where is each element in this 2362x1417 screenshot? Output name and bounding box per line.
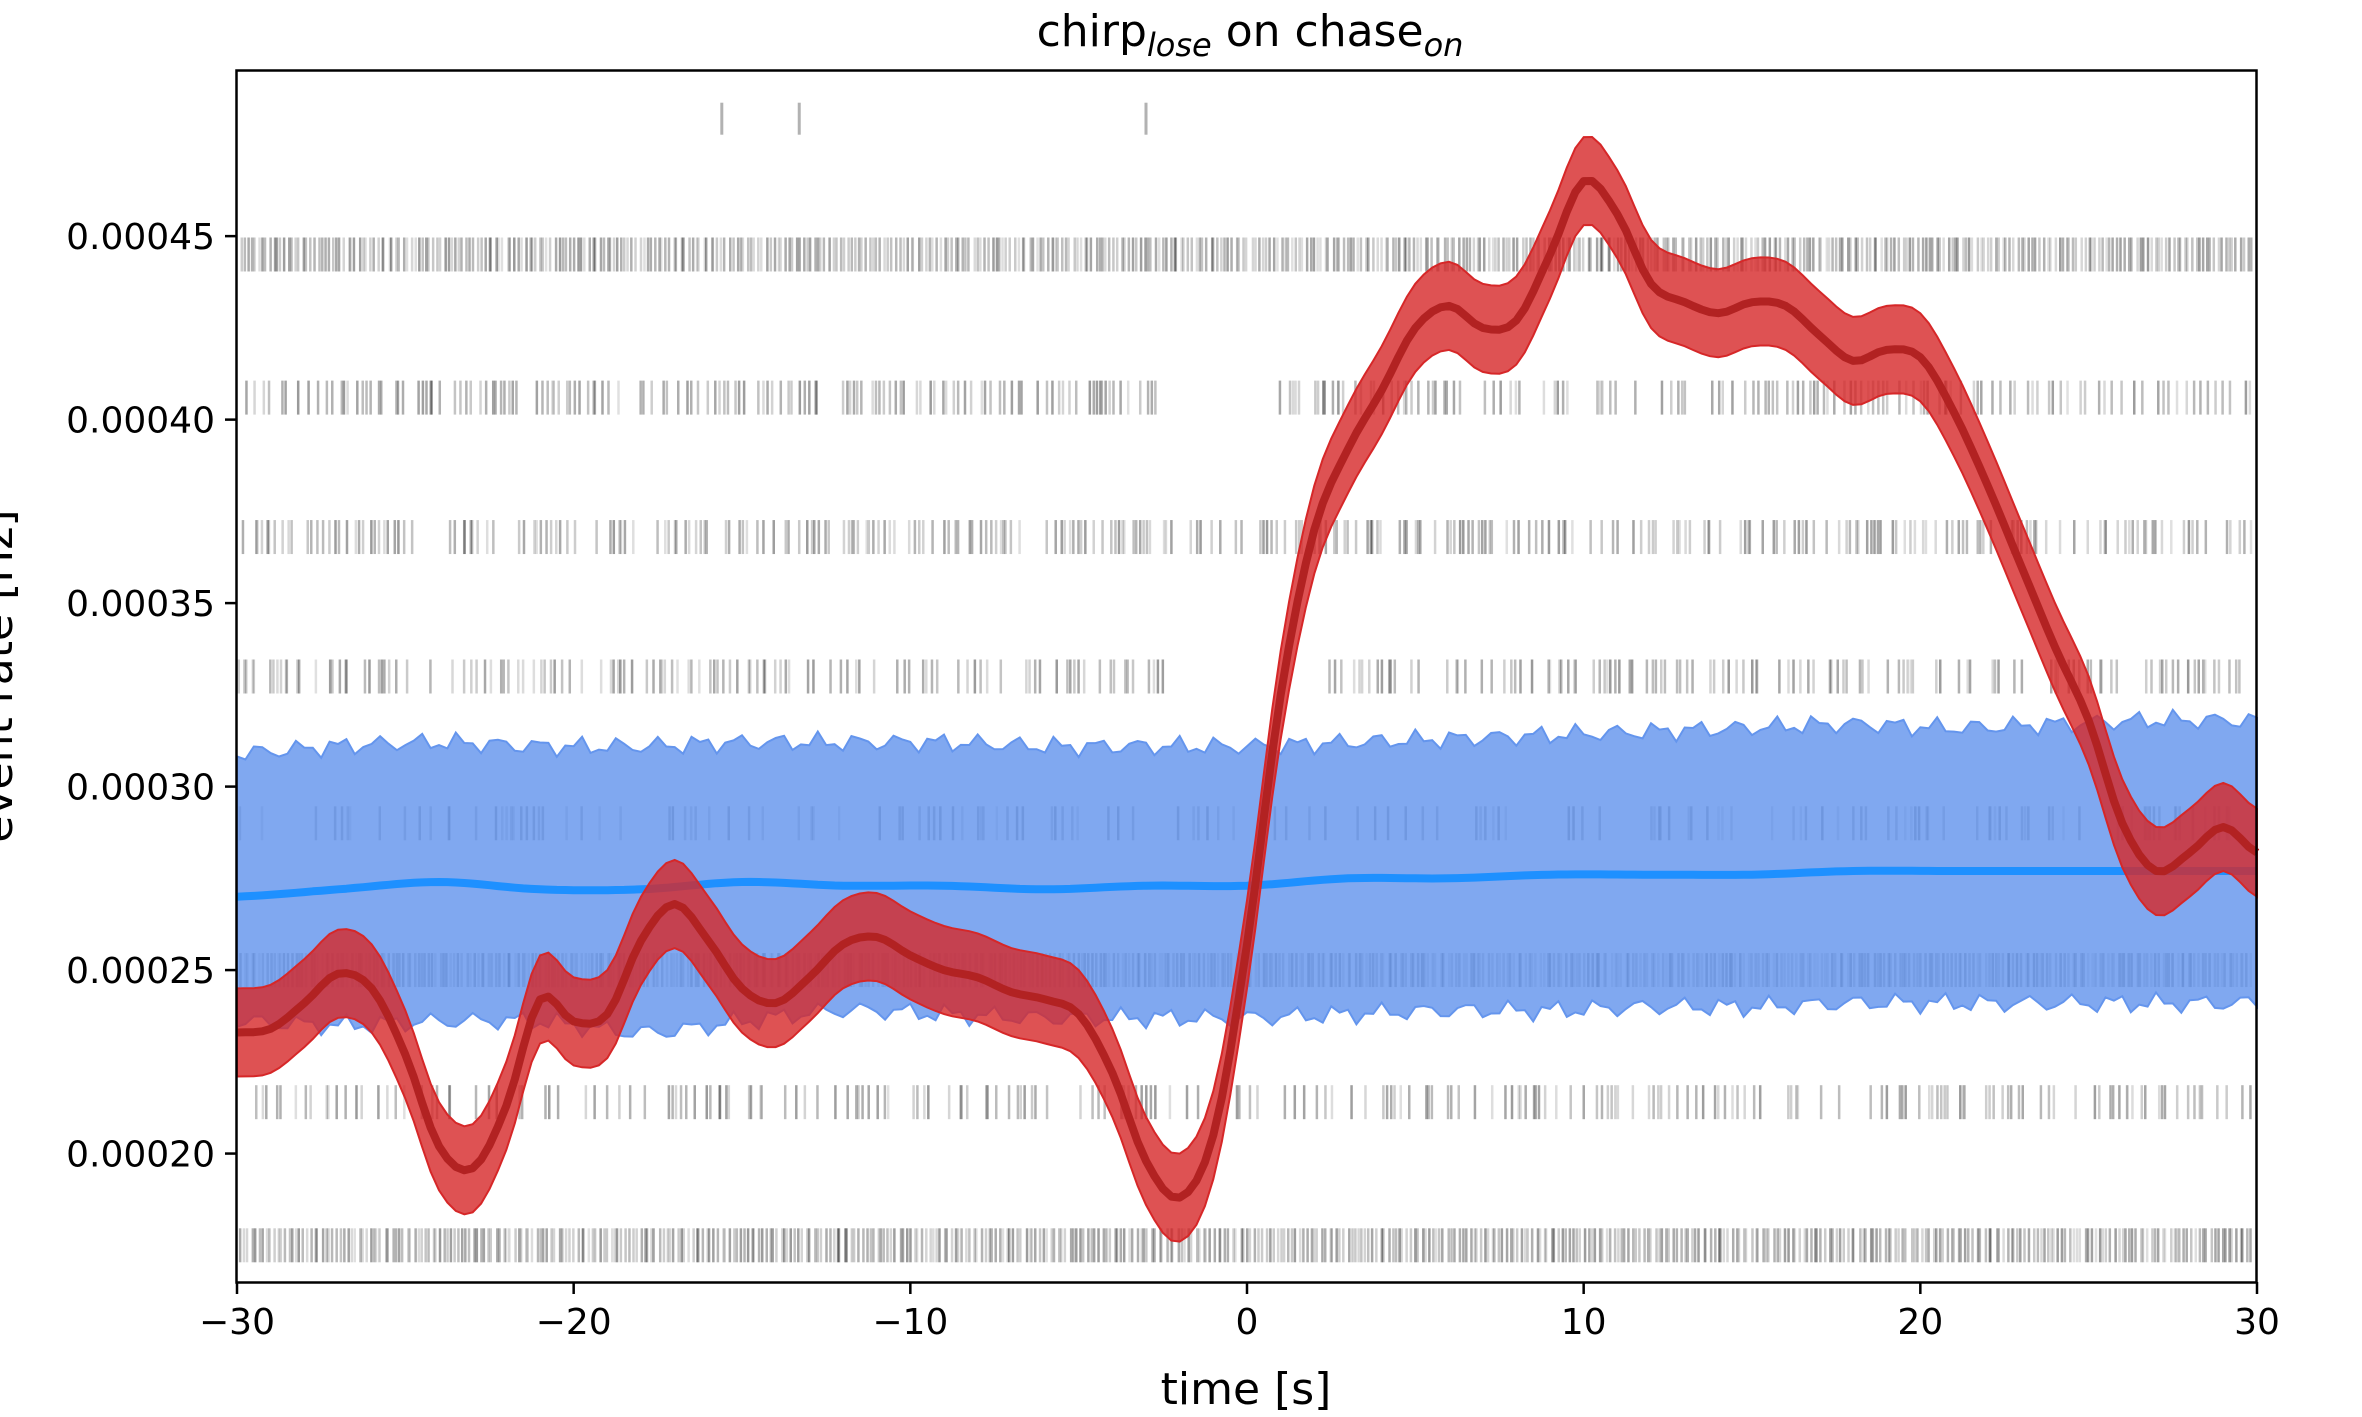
x-tick-label: −10 [872,1302,948,1343]
y-tick-label: 0.00030 [66,768,215,809]
x-tick-label: −30 [199,1302,275,1343]
x-tick-label: 20 [1897,1302,1943,1343]
x-tick-label: −20 [536,1302,612,1343]
y-axis: 0.00020 0.00025 0.00030 0.00035 0.00040 0.000… [66,217,237,1176]
y-axis-label: event rate [Hz] [0,509,23,842]
chart-title: chirplose on chaseon [1037,6,1464,64]
y-tick-label: 0.00040 [66,401,215,442]
y-tick-label: 0.00025 [66,951,215,992]
x-axis: −30 −20 −10 0 10 20 30 [199,1282,2280,1343]
observed-series [236,135,2260,1243]
event-raster [237,102,2253,1263]
x-axis-label: time [s] [1161,1364,1332,1415]
y-tick-label: 0.00020 [66,1135,215,1176]
y-tick-label: 0.00035 [66,584,215,625]
observed-median-line [236,177,2260,1202]
y-tick-label: 0.00045 [66,217,215,258]
shuffle-median-line [236,866,2257,901]
x-tick-label: 0 [1236,1302,1259,1343]
x-tick-label: 10 [1561,1302,1607,1343]
observed-confidence-band [236,135,2258,1243]
x-tick-label: 30 [2234,1302,2280,1343]
